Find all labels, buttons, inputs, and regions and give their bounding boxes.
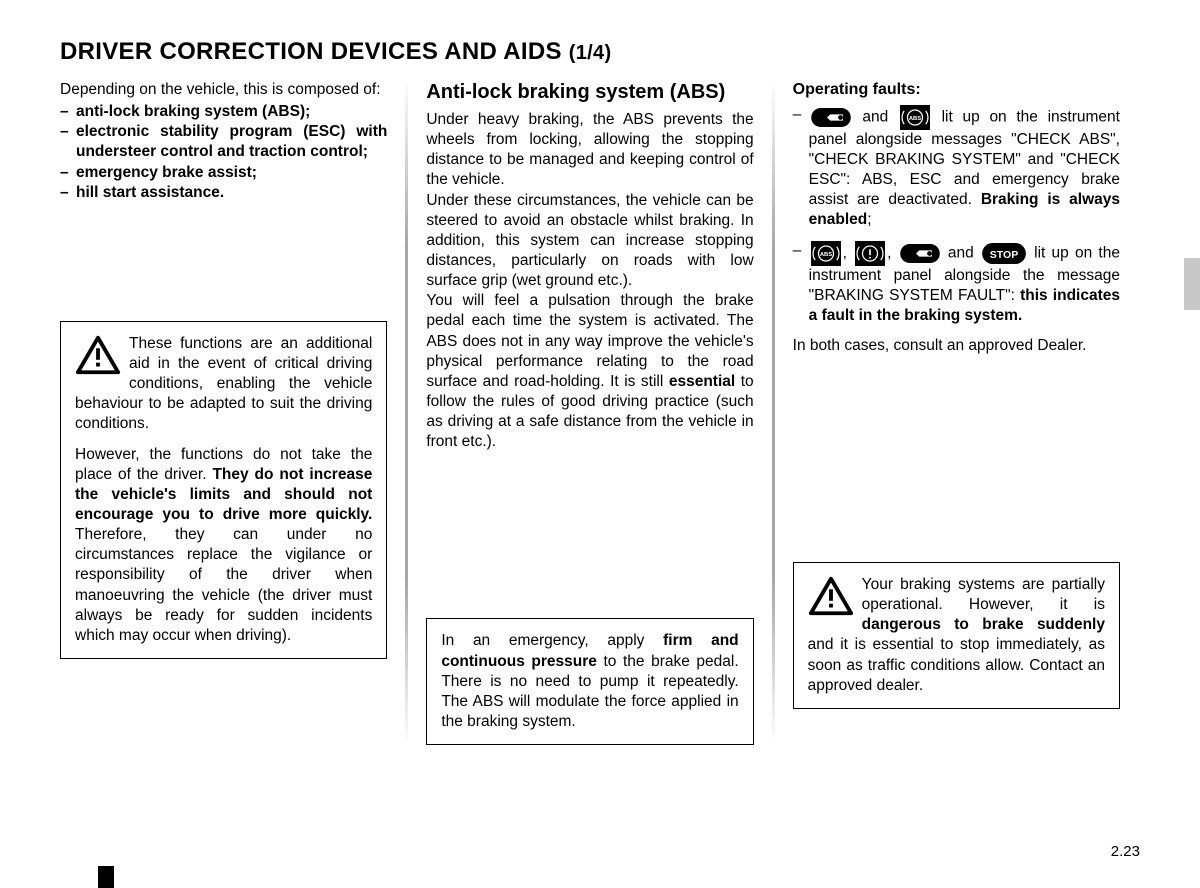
paragraph: Under heavy braking, the ABS prevents th… — [426, 110, 753, 191]
stop-icon — [982, 243, 1026, 264]
text: and — [853, 108, 898, 125]
bullet-item: electronic stability program (ESC) with … — [60, 122, 387, 162]
warning-triangle-icon — [808, 575, 854, 617]
col2-body: Under heavy braking, the ABS prevents th… — [426, 110, 753, 452]
column-divider — [772, 80, 775, 745]
text: In an emergency, apply — [441, 632, 663, 649]
col3-warning-box: Your braking systems are partially opera… — [793, 562, 1120, 709]
text: ; — [867, 211, 871, 228]
column-divider — [405, 80, 408, 745]
col1-intro: Depending on the vehicle, this is compos… — [60, 80, 387, 100]
col1-warning-box: These functions are an additional aid in… — [60, 321, 387, 659]
column-1: Depending on the vehicle, this is compos… — [60, 80, 401, 745]
column-2: Anti-lock braking system (ABS) Under hea… — [412, 80, 767, 745]
column-3: Operating faults: and lit up on the inst… — [779, 80, 1150, 745]
bottom-tab-marker — [98, 866, 114, 888]
fault-list: and lit up on the instrument panel along… — [793, 105, 1120, 326]
page-number: 2.23 — [1111, 843, 1140, 860]
title-sub: (1/4) — [569, 42, 612, 64]
warn-text: Therefore, they can under no circumstanc… — [75, 526, 372, 644]
col3-closing: In both cases, consult an approved Deale… — [793, 336, 1120, 356]
wrench-icon — [811, 108, 851, 127]
paragraph: You will feel a pulsation through the br… — [426, 291, 753, 452]
col2-heading: Anti-lock braking system (ABS) — [426, 80, 753, 104]
text: , — [887, 244, 898, 261]
bullet-item: emergency brake assist; — [60, 163, 387, 183]
text-bold: dangerous to brake suddenly — [862, 616, 1105, 633]
fault-item: , , and lit up on the instrument panel a… — [793, 241, 1120, 326]
col1-bullets: anti-lock braking system (ABS); electron… — [60, 102, 387, 203]
paragraph: Under these circumstances, the vehicle c… — [426, 191, 753, 292]
brake-warning-icon — [855, 241, 885, 266]
text: , — [843, 244, 854, 261]
warning-triangle-icon — [75, 334, 121, 376]
text-bold: essential — [669, 373, 735, 390]
text: and it is essential to stop immediately,… — [808, 636, 1105, 693]
wrench-icon — [900, 244, 940, 263]
page-title: DRIVER CORRECTION DEVICES AND AIDS (1/4) — [60, 38, 1150, 66]
abs-icon — [900, 105, 930, 130]
col2-info-box: In an emergency, apply firm and continuo… — [426, 618, 753, 745]
columns-container: Depending on the vehicle, this is compos… — [60, 80, 1150, 745]
text: Your braking systems are partially opera… — [862, 576, 1105, 613]
fault-item: and lit up on the instrument panel along… — [793, 105, 1120, 231]
title-main: DRIVER CORRECTION DEVICES AND AIDS — [60, 38, 569, 65]
bullet-item: anti-lock braking system (ABS); — [60, 102, 387, 122]
col3-heading: Operating faults: — [793, 80, 1120, 101]
side-tab-marker — [1184, 258, 1200, 310]
text: and — [942, 244, 980, 261]
abs-icon — [811, 241, 841, 266]
bullet-item: hill start assistance. — [60, 183, 387, 203]
